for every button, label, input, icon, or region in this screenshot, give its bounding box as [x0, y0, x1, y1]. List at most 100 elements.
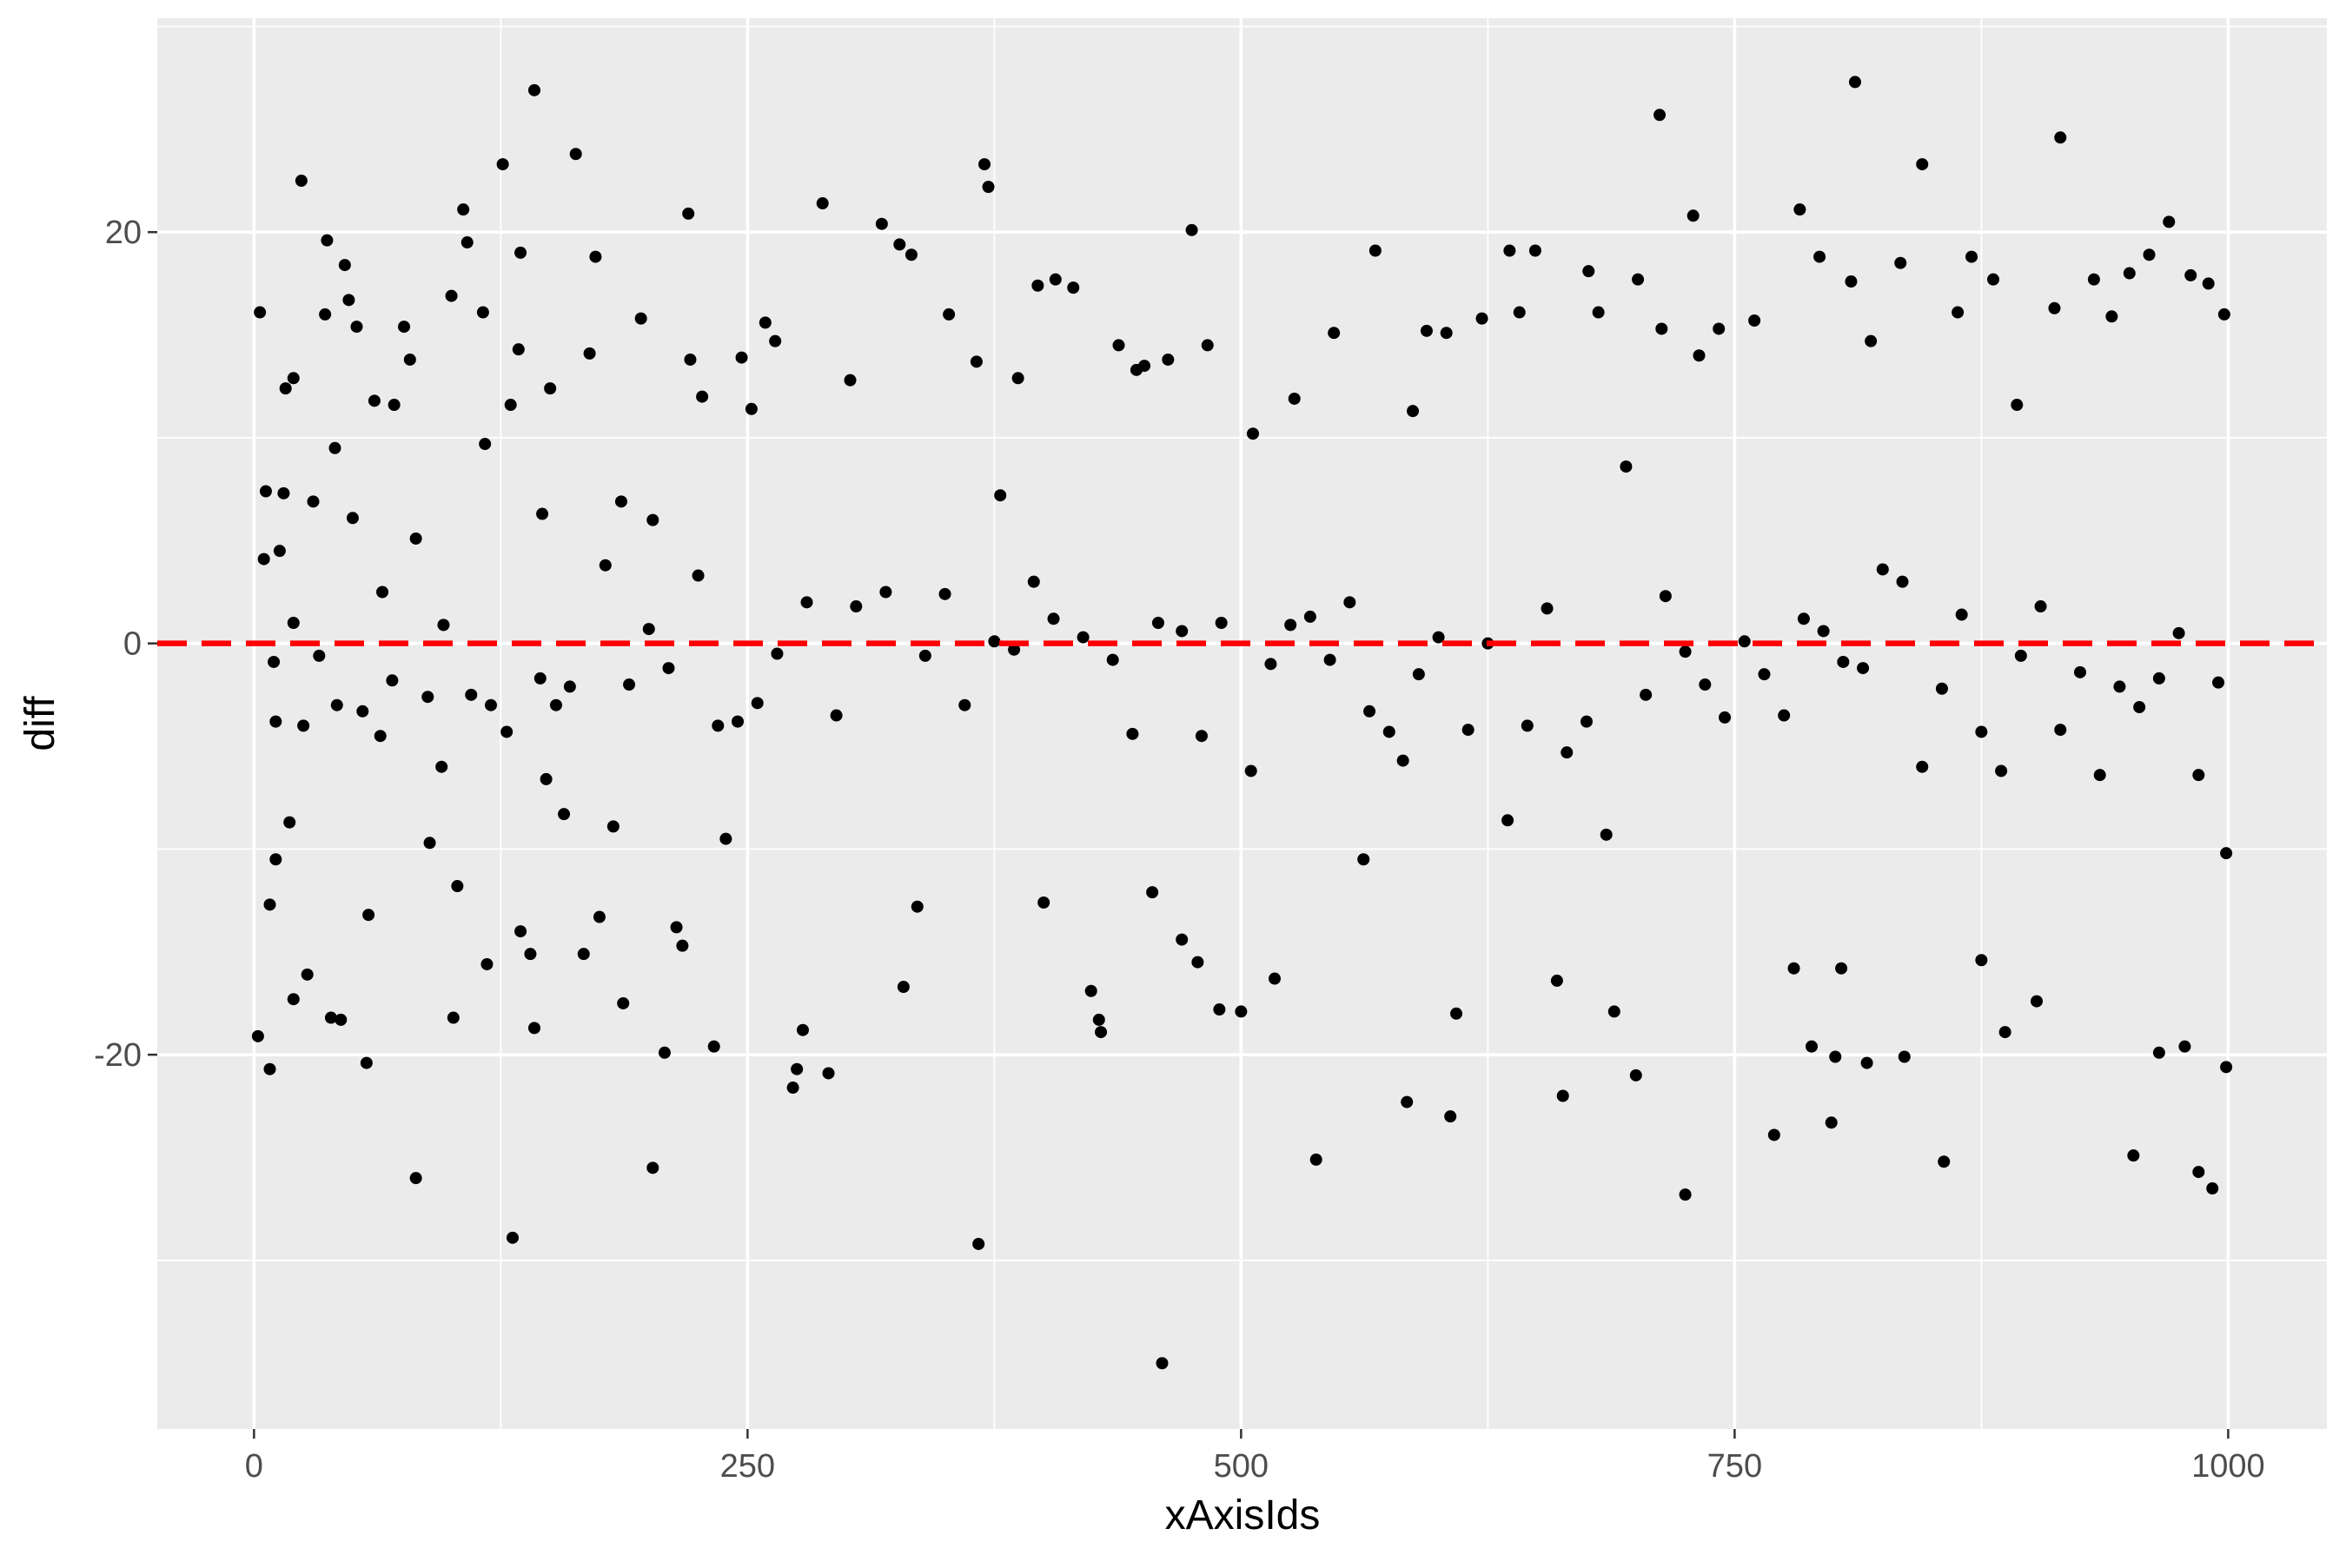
- data-point: [330, 698, 343, 711]
- data-point: [437, 619, 450, 632]
- data-point: [593, 910, 606, 923]
- data-point: [1382, 725, 1395, 738]
- data-point: [1713, 322, 1726, 335]
- data-point: [1541, 602, 1554, 615]
- data-point: [879, 586, 892, 599]
- data-point: [1363, 705, 1376, 718]
- data-point: [1894, 256, 1907, 269]
- data-point: [421, 691, 434, 704]
- data-point: [2163, 215, 2176, 228]
- data-point: [257, 552, 270, 566]
- data-point: [1719, 711, 1732, 724]
- data-point: [822, 1067, 835, 1080]
- data-point: [512, 343, 525, 356]
- data-point: [1528, 244, 1541, 257]
- data-point: [307, 495, 320, 508]
- data-point: [484, 698, 497, 711]
- data-point: [786, 1082, 799, 1095]
- data-point: [696, 390, 709, 403]
- data-point: [273, 545, 286, 558]
- data-point: [1655, 322, 1668, 335]
- data-point: [1687, 209, 1700, 222]
- data-point: [684, 353, 697, 366]
- data-point: [1620, 460, 1633, 473]
- data-point: [1440, 327, 1453, 340]
- data-point: [301, 968, 314, 981]
- data-point: [1699, 678, 1712, 691]
- data-point: [496, 158, 509, 171]
- data-point: [911, 900, 924, 913]
- data-point: [707, 1040, 720, 1053]
- data-point: [1600, 828, 1613, 841]
- data-point: [682, 207, 695, 220]
- data-point: [297, 719, 310, 732]
- data-point: [1679, 1188, 1692, 1201]
- data-point: [642, 623, 655, 636]
- data-point: [614, 495, 627, 508]
- data-point: [328, 441, 341, 454]
- data-point: [994, 489, 1007, 502]
- data-point: [1444, 1110, 1457, 1123]
- data-point: [1653, 109, 1667, 122]
- data-point: [283, 816, 296, 829]
- data-point: [1450, 1007, 1463, 1020]
- data-point: [504, 399, 517, 412]
- data-point: [1201, 339, 1214, 352]
- data-point: [1138, 360, 1151, 373]
- data-point: [277, 486, 290, 500]
- y-tick-label: -20: [94, 1037, 142, 1074]
- data-point: [1126, 727, 1139, 740]
- data-point: [259, 485, 272, 498]
- data-point: [1797, 612, 1810, 625]
- data-point: [771, 647, 784, 660]
- data-point: [1461, 724, 1475, 737]
- data-point: [1084, 984, 1097, 997]
- data-point: [480, 957, 494, 970]
- data-point: [368, 394, 381, 407]
- data-point: [1401, 1095, 1414, 1108]
- data-point: [1031, 279, 1044, 292]
- data-point: [646, 513, 659, 526]
- data-point: [897, 981, 910, 994]
- data-point: [800, 596, 813, 609]
- data-point: [2093, 769, 2106, 782]
- data-point: [2054, 131, 2067, 144]
- data-point: [606, 820, 620, 833]
- data-point: [623, 678, 636, 691]
- data-point: [1037, 896, 1050, 909]
- x-axis-title: xAxisIds: [1165, 1492, 1321, 1538]
- data-point: [447, 1011, 460, 1024]
- data-point: [1659, 590, 1672, 603]
- data-point: [386, 674, 399, 687]
- data-point: [1501, 814, 1514, 827]
- data-point: [893, 238, 906, 251]
- data-point: [830, 709, 843, 722]
- data-point: [388, 399, 401, 412]
- data-point: [796, 1023, 809, 1036]
- data-point: [2217, 308, 2230, 321]
- data-point: [338, 259, 351, 272]
- data-point: [731, 715, 744, 728]
- data-point: [2034, 600, 2047, 613]
- data-point: [435, 760, 448, 773]
- data-point: [514, 246, 527, 259]
- data-point: [583, 347, 596, 360]
- data-point: [527, 1022, 540, 1035]
- data-point: [287, 993, 300, 1006]
- data-point: [1787, 962, 1800, 975]
- data-point: [1592, 306, 1605, 319]
- data-point: [540, 772, 553, 785]
- data-point: [536, 507, 549, 520]
- x-axis-ticks: 0 250 500 750 1000: [245, 1429, 2265, 1485]
- data-point: [1805, 1040, 1818, 1053]
- data-point: [461, 236, 474, 249]
- data-point: [423, 837, 436, 850]
- data-point: [1396, 754, 1409, 767]
- data-point: [1412, 668, 1425, 681]
- data-point: [1106, 653, 1119, 666]
- data-point: [1607, 1005, 1620, 1018]
- data-point: [1357, 853, 1370, 866]
- data-point: [1503, 244, 1516, 257]
- data-point: [1047, 612, 1060, 625]
- data-point: [563, 680, 576, 693]
